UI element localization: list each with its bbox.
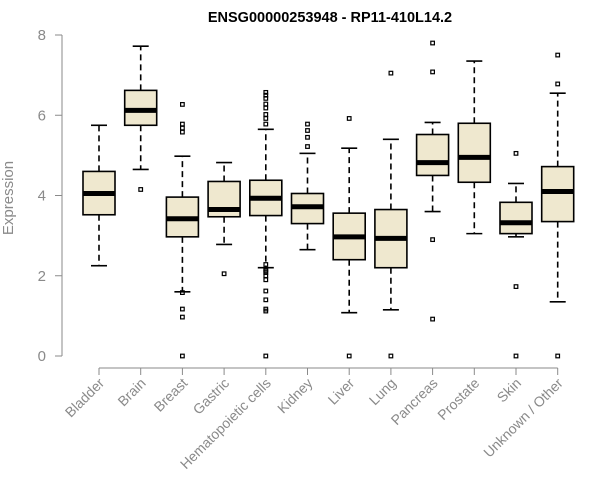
outlier-point [263, 92, 269, 98]
outlier-point [180, 290, 185, 296]
y-tick-label: 4 [38, 188, 46, 205]
outlier-point [430, 316, 435, 322]
outlier-point [263, 297, 269, 303]
box-group-hematopoietic-cells [249, 89, 283, 359]
outlier-point [180, 129, 185, 135]
x-tick-label: Lung [366, 375, 399, 408]
outlier-point [430, 237, 435, 243]
outlier-point [263, 277, 269, 283]
chart-title: ENSG00000253948 - RP11-410L14.2 [208, 10, 452, 26]
outlier-point [555, 52, 561, 58]
x-tick-label: Unknown / Other [480, 375, 566, 461]
outlier-point [388, 353, 394, 359]
outlier-point [263, 306, 269, 312]
outlier-point [555, 353, 561, 359]
x-tick-label: Prostate [434, 375, 482, 423]
y-tick-label: 0 [38, 348, 46, 365]
box [123, 89, 158, 127]
y-axis: 0 2 4 6 8 [38, 27, 63, 365]
outlier-point [263, 262, 269, 267]
outlier-point [388, 70, 394, 76]
outlier-point [180, 314, 185, 320]
outlier-point [221, 271, 227, 277]
outlier-point [263, 353, 269, 359]
box-group-breast [165, 102, 200, 359]
box-series [82, 40, 575, 359]
outlier-point [180, 353, 185, 359]
outlier-point [513, 150, 519, 156]
box-group-skin [499, 150, 533, 359]
outlier-point [263, 89, 269, 95]
outlier-point [305, 121, 310, 127]
y-tick-label: 8 [38, 27, 46, 44]
outlier-point [430, 69, 435, 75]
outlier-point [180, 121, 185, 127]
box [415, 133, 450, 177]
outlier-point [513, 284, 519, 289]
outlier-point [555, 81, 561, 87]
outlier-point [430, 40, 435, 46]
outlier-point [346, 353, 352, 359]
box [499, 201, 533, 235]
outlier-point [180, 102, 185, 107]
box-group-pancreas [415, 40, 450, 322]
outlier-point [138, 187, 144, 192]
outlier-point [305, 134, 310, 140]
x-tick-label: Brain [114, 375, 148, 409]
x-tick-label: Liver [325, 375, 358, 408]
outlier-point [263, 288, 269, 294]
x-tick-label: Bladder [62, 375, 108, 421]
box-group-lung [374, 70, 408, 359]
outlier-point [263, 121, 269, 127]
box-group-kidney [290, 121, 325, 251]
box-group-prostate [457, 60, 492, 235]
outlier-point [263, 101, 269, 107]
y-tick-label: 2 [38, 268, 46, 285]
outlier-point [513, 353, 519, 359]
outlier-point [263, 116, 269, 121]
outlier-point [180, 306, 185, 312]
outlier-point [263, 266, 269, 272]
outlier-point [263, 112, 269, 117]
box-group-gastric [207, 161, 241, 277]
box-group-unknown-other [540, 52, 575, 359]
x-tick-label: Breast [151, 375, 191, 415]
outlier-point [305, 128, 310, 133]
box-group-bladder [82, 124, 116, 267]
box [457, 122, 492, 184]
x-tick-label: Kidney [274, 375, 316, 417]
box-group-brain [123, 45, 158, 192]
x-tick-label: Skin [494, 375, 525, 406]
outlier-point [346, 116, 352, 121]
outlier-point [263, 105, 269, 111]
box-group-liver [332, 116, 367, 359]
box [540, 165, 575, 223]
outlier-point [305, 144, 310, 149]
y-tick-label: 6 [38, 107, 46, 124]
outlier-point [180, 125, 185, 131]
y-axis-label: Expression [0, 161, 17, 235]
